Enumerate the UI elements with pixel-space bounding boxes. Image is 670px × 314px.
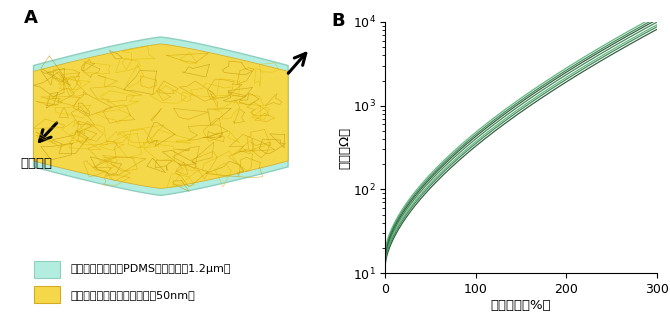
Y-axis label: 抗抗（Ω）: 抗抗（Ω） bbox=[338, 127, 351, 169]
Text: 金マイクロクラック構造（～50nm）: 金マイクロクラック構造（～50nm） bbox=[70, 290, 195, 300]
Text: B: B bbox=[331, 12, 344, 30]
FancyBboxPatch shape bbox=[34, 261, 60, 278]
X-axis label: 引張歪み（%）: 引張歪み（%） bbox=[490, 299, 551, 312]
Text: A: A bbox=[23, 9, 38, 27]
Text: シリコーンゴム（PDMS）基板（～1.2μm）: シリコーンゴム（PDMS）基板（～1.2μm） bbox=[70, 264, 231, 274]
Text: 引張歪み: 引張歪み bbox=[20, 157, 52, 170]
Polygon shape bbox=[34, 37, 288, 195]
FancyBboxPatch shape bbox=[34, 286, 60, 303]
Polygon shape bbox=[34, 44, 288, 188]
